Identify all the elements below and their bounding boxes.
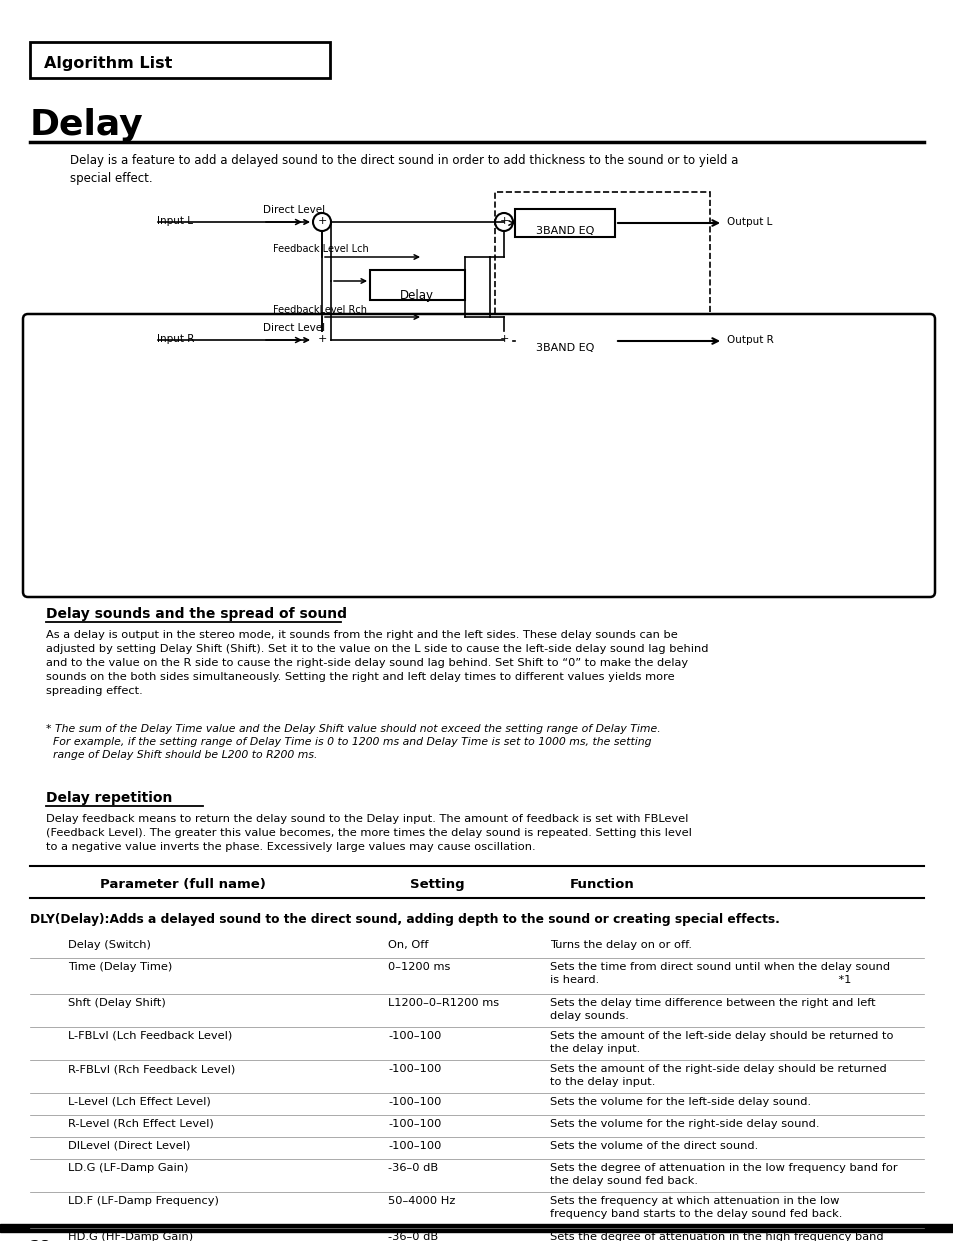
Text: -100–100: -100–100 <box>388 1140 441 1150</box>
Text: Sets the frequency at which attenuation in the low
frequency band starts to the : Sets the frequency at which attenuation … <box>550 1196 841 1219</box>
Text: R-Level (Rch Effect Level): R-Level (Rch Effect Level) <box>68 1119 213 1129</box>
Text: As a delay is output in the stereo mode, it sounds from the right and the left s: As a delay is output in the stereo mode,… <box>46 630 708 696</box>
Text: Time (Delay Time): Time (Delay Time) <box>68 962 172 972</box>
Text: R-FBLvl (Rch Feedback Level): R-FBLvl (Rch Feedback Level) <box>68 1064 235 1073</box>
Text: LD.G (LF-Damp Gain): LD.G (LF-Damp Gain) <box>68 1163 188 1173</box>
Text: -100–100: -100–100 <box>388 1031 441 1041</box>
Text: Sets the time from direct sound until when the delay sound
is heard.            : Sets the time from direct sound until wh… <box>550 962 889 985</box>
Text: Function: Function <box>569 877 634 891</box>
Text: Direct Level: Direct Level <box>263 323 325 333</box>
Text: -36–0 dB: -36–0 dB <box>388 1232 437 1241</box>
Text: 3BAND EQ: 3BAND EQ <box>536 343 594 352</box>
Text: Delay is a feature to add a delayed sound to the direct sound in order to add th: Delay is a feature to add a delayed soun… <box>70 154 738 185</box>
Text: +: + <box>499 216 509 226</box>
Text: Sets the volume for the left-side delay sound.: Sets the volume for the left-side delay … <box>550 1097 810 1107</box>
Text: Shft (Delay Shift): Shft (Delay Shift) <box>68 998 166 1008</box>
Text: * The sum of the Delay Time value and the Delay Shift value should not exceed th: * The sum of the Delay Time value and th… <box>46 724 660 761</box>
Text: Sets the volume for the right-side delay sound.: Sets the volume for the right-side delay… <box>550 1119 819 1129</box>
Text: Delay (Switch): Delay (Switch) <box>68 939 151 951</box>
Text: Sets the delay time difference between the right and left
delay sounds.: Sets the delay time difference between t… <box>550 998 875 1021</box>
Text: HD.G (HF-Damp Gain): HD.G (HF-Damp Gain) <box>68 1232 193 1241</box>
Text: Sets the degree of attenuation in the low frequency band for
the delay sound fed: Sets the degree of attenuation in the lo… <box>550 1163 897 1186</box>
Text: L-FBLvl (Lch Feedback Level): L-FBLvl (Lch Feedback Level) <box>68 1031 232 1041</box>
Text: +: + <box>317 216 327 226</box>
Text: -36–0 dB: -36–0 dB <box>388 1163 437 1173</box>
Text: Input R: Input R <box>157 334 194 344</box>
Text: Input L: Input L <box>157 216 193 226</box>
Bar <box>515 208 615 237</box>
Text: Delay repetition: Delay repetition <box>46 791 172 805</box>
Text: On, Off: On, Off <box>388 939 428 951</box>
Text: Output R: Output R <box>726 335 773 345</box>
Bar <box>495 192 709 362</box>
Bar <box>515 326 615 354</box>
Text: LD.F (LF-Damp Frequency): LD.F (LF-Damp Frequency) <box>68 1196 218 1206</box>
Text: L1200–0–R1200 ms: L1200–0–R1200 ms <box>388 998 498 1008</box>
Text: Delay: Delay <box>399 289 434 302</box>
Text: +: + <box>317 334 327 344</box>
Text: DLY(Delay):Adds a delayed sound to the direct sound, adding depth to the sound o: DLY(Delay):Adds a delayed sound to the d… <box>30 913 779 926</box>
Text: Turns the delay on or off.: Turns the delay on or off. <box>550 939 691 951</box>
Bar <box>0 1224 953 1232</box>
Text: Delay sounds and the spread of sound: Delay sounds and the spread of sound <box>46 607 347 620</box>
Text: -100–100: -100–100 <box>388 1097 441 1107</box>
Text: Output L: Output L <box>726 217 772 227</box>
Text: Sets the degree of attenuation in the high frequency band
for the delay sound fe: Sets the degree of attenuation in the hi… <box>550 1232 882 1241</box>
Text: -100–100: -100–100 <box>388 1119 441 1129</box>
Text: Sets the amount of the right-side delay should be returned
to the delay input.: Sets the amount of the right-side delay … <box>550 1064 886 1087</box>
Bar <box>30 42 330 78</box>
Text: L-Level (Lch Effect Level): L-Level (Lch Effect Level) <box>68 1097 211 1107</box>
Text: Algorithm List: Algorithm List <box>44 56 172 71</box>
Text: 50–4000 Hz: 50–4000 Hz <box>388 1196 455 1206</box>
FancyBboxPatch shape <box>23 314 934 597</box>
Text: 0–1200 ms: 0–1200 ms <box>388 962 450 972</box>
Text: Delay: Delay <box>30 108 144 141</box>
Text: Feedback Level Lch: Feedback Level Lch <box>273 244 369 254</box>
Text: Setting: Setting <box>410 877 464 891</box>
Text: Direct Level: Direct Level <box>263 205 325 215</box>
Text: -100–100: -100–100 <box>388 1064 441 1073</box>
Text: 3BAND EQ: 3BAND EQ <box>536 226 594 236</box>
Text: FeedbackLevel Rch: FeedbackLevel Rch <box>273 305 367 315</box>
Text: Parameter (full name): Parameter (full name) <box>100 877 266 891</box>
Text: DlLevel (Direct Level): DlLevel (Direct Level) <box>68 1140 191 1150</box>
Bar <box>370 271 464 300</box>
Text: Delay feedback means to return the delay sound to the Delay input. The amount of: Delay feedback means to return the delay… <box>46 814 691 853</box>
Text: Sets the amount of the left-side delay should be returned to
the delay input.: Sets the amount of the left-side delay s… <box>550 1031 893 1054</box>
Text: +: + <box>499 334 509 344</box>
Text: Sets the volume of the direct sound.: Sets the volume of the direct sound. <box>550 1140 758 1150</box>
